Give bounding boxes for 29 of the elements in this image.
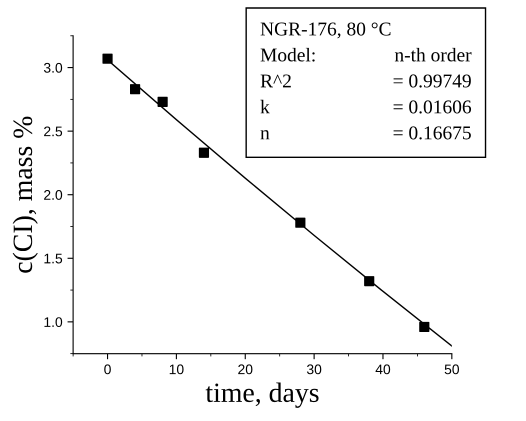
point (130, 84, 140, 94)
point (419, 322, 430, 332)
y-tick-label: 1.0 (44, 317, 62, 328)
annotation: = 0.01606 (394, 100, 472, 114)
annotation: k (260, 100, 270, 114)
point (158, 96, 168, 107)
x-tick-label: 50 (444, 364, 460, 374)
annotation: = 0.99749 (394, 74, 471, 88)
x-axis-title: time, days (206, 382, 319, 408)
annotation: R^2 (260, 74, 291, 88)
x-tick-label: 20 (238, 364, 252, 374)
point (364, 276, 374, 286)
annotation: Model: (260, 48, 315, 62)
y-tick-label: 3.0 (44, 62, 62, 73)
point (198, 148, 210, 158)
x-tick-label: 10 (170, 364, 184, 374)
y-axis-title: c(CI), mass % (12, 116, 38, 273)
point (295, 218, 306, 228)
annotation: n (260, 130, 270, 140)
point (102, 54, 113, 64)
y-tick-label: 2.5 (44, 126, 62, 136)
annotation: n-th order (394, 48, 472, 62)
x-tick-label: 40 (376, 364, 390, 374)
x-tick-label: 0 (104, 364, 111, 374)
y-tick-label: 2.0 (44, 190, 62, 200)
x-tick-label: 30 (306, 364, 322, 374)
y-tick-label: 1.5 (44, 254, 62, 264)
annotation: NGR-176, 80 °C (260, 22, 390, 38)
annotation: = 0.16675 (394, 126, 471, 140)
